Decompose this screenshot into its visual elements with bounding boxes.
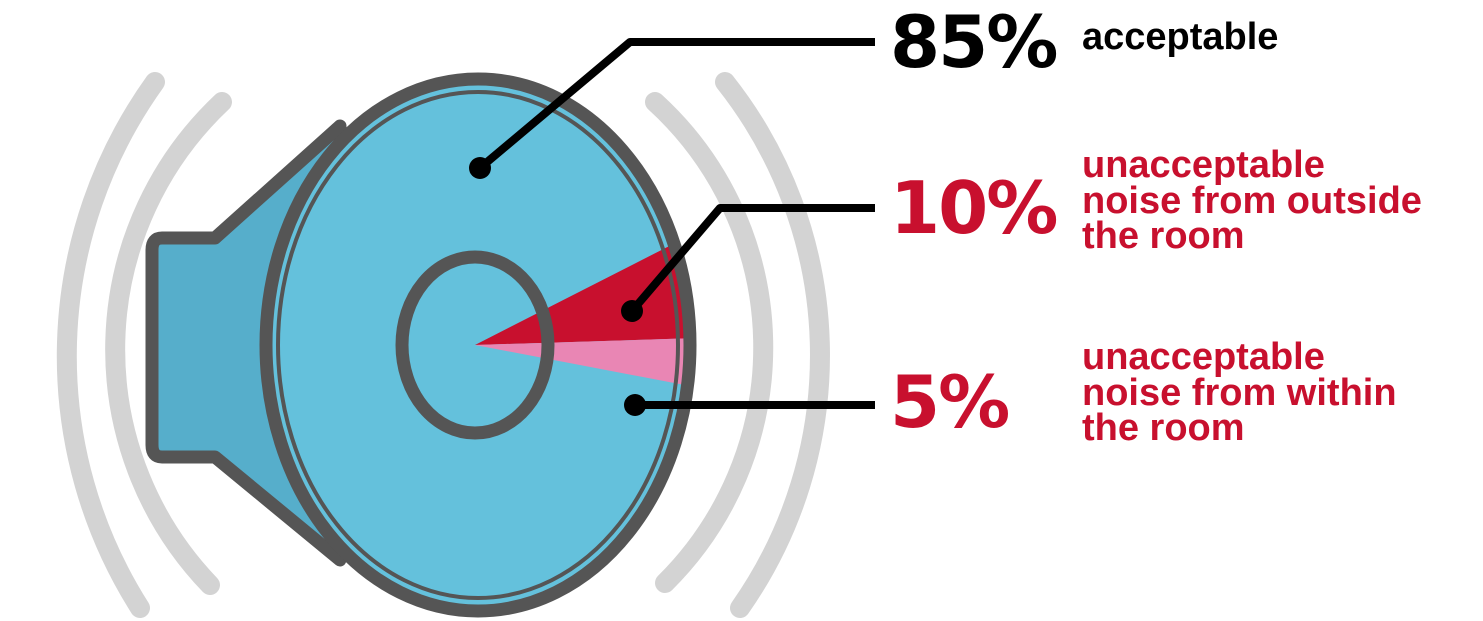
speaker-cone-outline <box>259 72 697 618</box>
leader-dot-acceptable <box>469 157 491 179</box>
slice-unacceptable-outside <box>475 208 690 345</box>
sound-waves-left <box>56 72 232 618</box>
description-line: acceptable <box>1082 16 1279 58</box>
percent-label-acceptable: 85% <box>890 0 1058 84</box>
leader-dot-within <box>624 394 646 416</box>
sound-wave-left-inner <box>105 92 232 595</box>
percent-label-within: 5% <box>890 360 1010 444</box>
sound-wave-right-outer <box>715 72 830 618</box>
speaker-cone <box>259 72 697 618</box>
description-line: the room <box>1082 215 1245 258</box>
description-line: unacceptable <box>1082 336 1325 378</box>
leader-line-acceptable <box>477 38 875 172</box>
description-line: the room <box>1082 407 1245 450</box>
description-outside: unacceptable noise from outside the room <box>1082 144 1422 258</box>
description-line: noise from outside <box>1082 179 1422 222</box>
sound-waves-right <box>645 72 830 618</box>
description-line: noise from within <box>1082 371 1397 414</box>
description-within: unacceptable noise from within the room <box>1082 336 1397 450</box>
description-line: unacceptable <box>1082 144 1325 186</box>
percent-label-outside: 10% <box>890 166 1058 250</box>
sound-wave-left-outer <box>56 72 165 618</box>
sound-wave-right-inner <box>645 92 774 593</box>
speaker-cone-inner-ring <box>276 90 680 600</box>
speaker-dust-cap <box>395 250 555 440</box>
description-acceptable: acceptable <box>1082 16 1279 58</box>
leader-line-outside <box>628 204 875 314</box>
leader-dot-outside <box>621 300 643 322</box>
leader-lines <box>469 38 875 416</box>
